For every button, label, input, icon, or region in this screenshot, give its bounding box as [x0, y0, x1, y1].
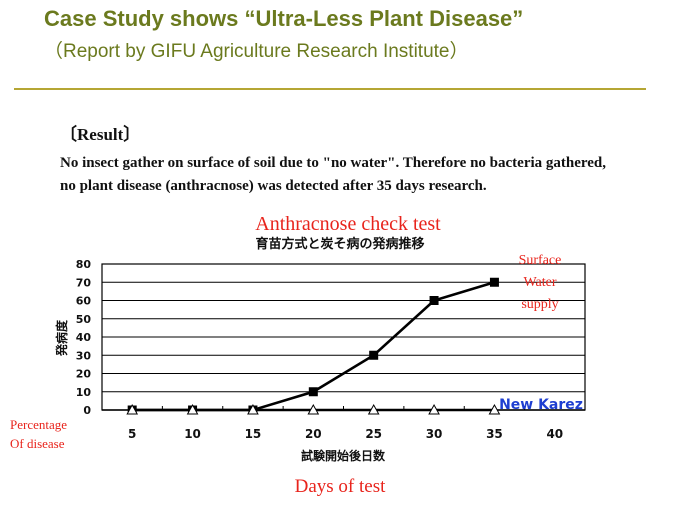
y-tick-label: 40 [76, 331, 92, 344]
y-tick-label: 10 [76, 386, 92, 399]
y-axis-annotation: Percentage [10, 417, 67, 432]
data-point-triangle [428, 403, 440, 415]
chart-title: Anthracnose check test [255, 213, 441, 235]
y-tick-label: 20 [76, 368, 92, 381]
chart-subtitle: 育苗方式と炭そ病の発病推移 [255, 236, 424, 252]
x-tick-label: 25 [365, 427, 382, 441]
data-point-triangle [247, 403, 259, 415]
series-label-surface: supply [521, 297, 558, 312]
data-point-square [489, 277, 499, 287]
y-axis-label: 発病度 [54, 319, 69, 357]
x-tick-label: 5 [128, 427, 136, 441]
y-tick-label: 30 [76, 349, 92, 362]
x-axis-annotation: Days of test [295, 476, 386, 497]
x-tick-label: 20 [305, 427, 322, 441]
x-axis-label: 試験開始後日数 [301, 448, 386, 463]
data-point-square [429, 296, 439, 305]
result-heading: 〔Result〕 [60, 125, 141, 144]
y-tick-label: 0 [83, 404, 91, 417]
y-tick-label: 70 [76, 276, 92, 289]
series-label-surface: Surface [519, 253, 562, 268]
result-text: No insect gather on surface of soil due … [60, 155, 607, 194]
y-tick-label: 60 [76, 295, 92, 308]
y-axis-annotation: Of disease [10, 436, 65, 451]
y-tick-label: 80 [76, 258, 92, 271]
data-point-square [308, 387, 318, 397]
data-point-triangle [488, 403, 501, 415]
slide-title: Case Study shows “Ultra-Less Plant Disea… [44, 6, 524, 31]
data-point-triangle [367, 403, 380, 415]
series-label-surface: Water [523, 275, 556, 290]
y-tick-label: 50 [76, 313, 92, 326]
series-label-new-karez: New Karez [499, 397, 583, 413]
data-point-triangle [186, 403, 199, 415]
title-divider [14, 88, 646, 90]
x-tick-label: 35 [486, 427, 503, 441]
data-point-square [369, 350, 379, 360]
x-tick-label: 15 [245, 427, 262, 441]
data-point-triangle [307, 403, 320, 415]
x-tick-label: 10 [184, 427, 201, 441]
slide-subtitle: （Report by GIFU Agriculture Research Ins… [44, 41, 469, 62]
x-tick-label: 40 [546, 427, 563, 441]
x-tick-label: 30 [426, 427, 443, 441]
data-point-triangle [126, 403, 139, 415]
